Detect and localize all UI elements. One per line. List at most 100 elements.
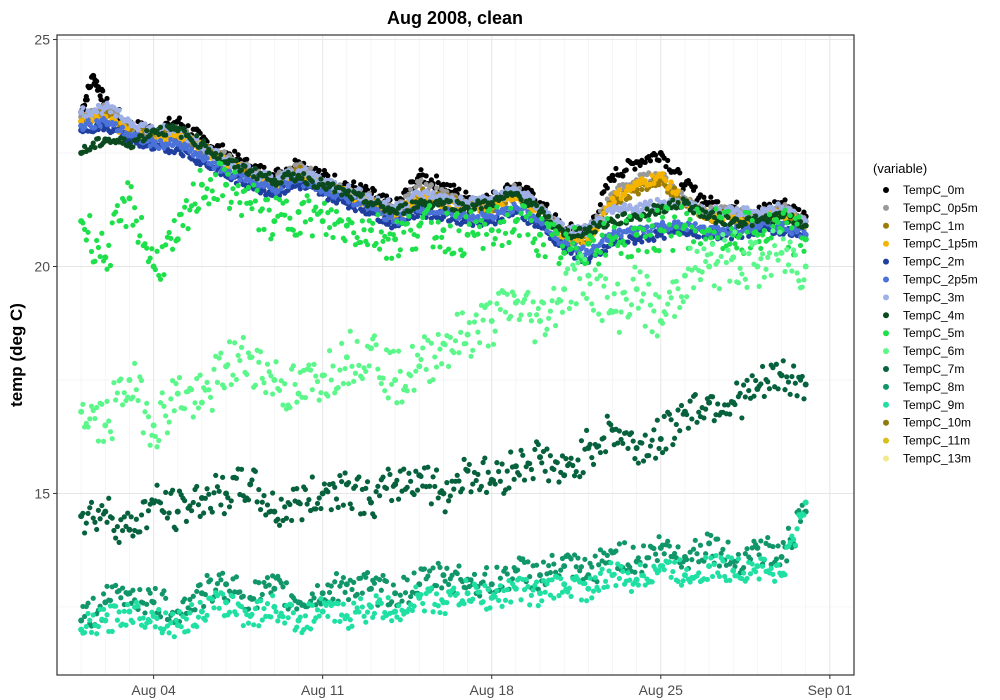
data-point xyxy=(742,221,748,227)
data-point xyxy=(511,476,517,482)
data-point xyxy=(515,216,521,222)
data-point xyxy=(616,329,622,335)
data-point xyxy=(249,354,255,360)
data-point xyxy=(668,295,674,301)
data-point xyxy=(166,510,172,516)
data-point xyxy=(758,381,764,387)
data-point xyxy=(732,229,738,235)
data-point xyxy=(692,228,698,234)
data-point xyxy=(703,209,709,215)
data-point xyxy=(104,95,110,102)
data-point xyxy=(264,361,271,367)
data-point xyxy=(589,564,595,570)
data-point xyxy=(111,527,117,534)
data-point xyxy=(640,458,647,464)
data-point xyxy=(447,334,453,340)
data-point xyxy=(173,526,179,533)
data-point xyxy=(715,258,721,264)
data-point xyxy=(516,233,522,239)
data-point xyxy=(661,235,667,241)
data-point xyxy=(433,467,440,473)
data-point xyxy=(568,455,574,461)
data-point xyxy=(192,201,198,207)
data-point xyxy=(442,342,448,348)
data-point xyxy=(428,340,434,346)
data-point xyxy=(156,437,162,444)
data-point xyxy=(392,236,399,243)
data-point xyxy=(283,580,290,586)
data-point xyxy=(651,427,657,433)
data-point xyxy=(259,206,265,212)
data-point xyxy=(397,247,403,253)
data-point xyxy=(494,460,500,466)
data-point xyxy=(318,505,324,512)
data-point xyxy=(251,182,257,188)
data-point xyxy=(178,211,184,217)
data-point xyxy=(207,394,214,400)
data-point xyxy=(527,312,533,318)
data-point xyxy=(715,235,721,241)
data-point xyxy=(287,404,293,411)
data-point xyxy=(209,188,215,194)
data-point xyxy=(492,214,498,220)
data-point xyxy=(715,401,721,407)
data-point xyxy=(309,387,315,393)
data-point xyxy=(703,258,709,265)
data-point xyxy=(706,399,713,406)
data-point xyxy=(597,273,604,279)
data-point xyxy=(428,219,434,226)
data-point xyxy=(637,162,643,169)
data-point xyxy=(508,313,514,319)
data-point xyxy=(198,181,205,188)
data-point xyxy=(754,263,761,270)
data-point xyxy=(318,390,324,396)
data-point xyxy=(95,507,102,513)
data-point xyxy=(442,205,448,212)
data-point xyxy=(802,222,809,229)
data-point xyxy=(630,438,636,444)
data-point xyxy=(335,384,341,391)
data-point xyxy=(406,213,412,219)
data-point xyxy=(711,229,717,235)
data-point xyxy=(290,363,296,369)
data-point xyxy=(85,229,91,235)
data-point xyxy=(433,234,440,240)
data-point xyxy=(220,570,226,576)
data-point xyxy=(359,218,365,224)
data-point xyxy=(628,253,635,260)
data-point xyxy=(466,221,472,227)
data-point xyxy=(316,495,322,501)
data-point xyxy=(125,126,131,132)
data-point xyxy=(232,148,238,154)
data-point xyxy=(85,424,91,430)
data-point xyxy=(416,181,423,188)
data-point xyxy=(697,277,704,283)
data-point xyxy=(501,218,507,225)
data-point xyxy=(109,220,115,226)
data-point xyxy=(423,173,429,179)
data-point xyxy=(216,355,222,361)
data-point xyxy=(558,255,564,261)
data-point xyxy=(237,357,243,364)
data-point xyxy=(182,204,188,210)
data-point xyxy=(475,329,481,335)
data-point xyxy=(147,590,153,596)
data-point xyxy=(235,183,241,189)
data-point xyxy=(394,477,400,483)
data-point xyxy=(646,217,652,223)
data-point xyxy=(492,236,498,242)
data-point xyxy=(363,574,369,580)
data-point xyxy=(276,387,283,393)
data-point xyxy=(639,186,645,193)
data-point xyxy=(621,202,628,208)
data-point xyxy=(611,177,617,183)
data-point xyxy=(618,220,624,226)
data-point xyxy=(335,504,341,510)
data-point xyxy=(233,158,240,164)
data-point xyxy=(80,510,86,516)
data-point xyxy=(668,233,674,239)
data-point xyxy=(575,260,581,266)
data-point xyxy=(770,228,776,234)
data-point xyxy=(132,360,138,366)
data-point xyxy=(406,470,412,476)
